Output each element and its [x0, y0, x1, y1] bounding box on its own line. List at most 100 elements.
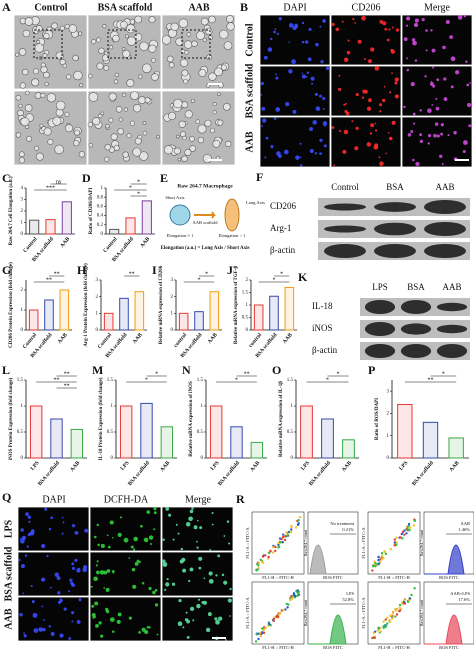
cell — [306, 71, 310, 74]
panel-label: I — [152, 263, 157, 277]
cell — [411, 38, 416, 42]
cell — [98, 621, 102, 625]
cell — [283, 149, 289, 155]
cell — [270, 37, 273, 41]
y-axis-label: CD206 Protein Expression (fold change) — [9, 262, 14, 348]
cell — [466, 102, 472, 108]
event — [380, 558, 384, 561]
cell — [466, 83, 470, 87]
event — [296, 523, 300, 526]
event — [259, 634, 263, 638]
bar — [29, 405, 43, 459]
cell — [131, 567, 136, 572]
cell — [430, 81, 433, 83]
cell — [27, 515, 32, 519]
cell — [205, 627, 211, 633]
cell — [140, 524, 143, 528]
cell — [93, 576, 98, 582]
significance: ** — [46, 277, 52, 283]
elongated-cell — [224, 198, 240, 232]
cell — [185, 522, 191, 527]
significance: * — [198, 277, 201, 283]
cell — [388, 28, 391, 31]
cell — [100, 111, 105, 116]
blot-label: IL-18 — [312, 301, 333, 311]
cell — [197, 598, 201, 601]
event — [398, 606, 401, 609]
column-header: Merge — [424, 2, 450, 13]
event — [390, 617, 394, 620]
cell — [165, 582, 170, 587]
x-tick-label: AAB — [59, 236, 71, 249]
cell — [165, 507, 170, 511]
cell — [146, 510, 151, 514]
event — [382, 626, 385, 630]
percent-label: 1.46% — [458, 527, 470, 532]
cell — [212, 101, 217, 107]
cell — [92, 117, 101, 126]
cell — [341, 20, 344, 23]
cell — [149, 542, 152, 545]
event — [406, 600, 410, 604]
cell — [35, 152, 44, 161]
y-tick-label: 0 — [21, 328, 24, 333]
cell — [366, 106, 372, 111]
event — [380, 551, 384, 555]
y-tick-label: 3 — [171, 278, 174, 283]
cell — [462, 150, 466, 153]
cell — [126, 24, 136, 34]
cell — [351, 120, 354, 123]
cell — [342, 149, 347, 154]
cell — [431, 48, 436, 53]
event — [406, 526, 409, 530]
cell — [180, 547, 184, 551]
cell — [122, 49, 131, 58]
x-tick-label: LPS — [300, 460, 311, 472]
cell — [74, 558, 78, 562]
y-axis-label: Ratio of CD206/DAPI — [89, 188, 94, 235]
cell — [196, 546, 199, 549]
bar — [269, 295, 279, 331]
cell — [126, 133, 132, 139]
cell — [168, 513, 172, 517]
cell — [413, 22, 419, 28]
y-tick-label: 2 — [21, 209, 24, 214]
significance: * — [442, 371, 445, 377]
zoom-box — [181, 29, 211, 59]
cell — [206, 54, 213, 61]
cell — [413, 122, 416, 125]
cell — [91, 604, 95, 608]
cell — [208, 72, 217, 81]
cell — [52, 116, 62, 126]
bar — [321, 418, 334, 459]
x-tick-label: AAB — [57, 332, 69, 345]
event — [376, 563, 379, 566]
band — [436, 302, 468, 312]
cell — [32, 612, 38, 618]
cell — [265, 136, 269, 140]
event — [281, 535, 285, 539]
cell — [443, 97, 448, 101]
cell — [468, 124, 472, 128]
lane-label: LPS — [372, 282, 388, 292]
cell — [92, 616, 95, 619]
cell — [226, 22, 235, 31]
bar — [28, 309, 39, 331]
cell — [394, 77, 399, 82]
cell — [51, 22, 58, 30]
cell — [168, 62, 175, 68]
cell — [78, 151, 86, 158]
cell — [77, 567, 81, 570]
panel-label: J — [227, 263, 233, 277]
cell — [172, 538, 175, 541]
cell — [98, 47, 105, 55]
cell — [370, 47, 375, 52]
cell — [325, 66, 330, 70]
cell — [143, 537, 149, 543]
event — [408, 597, 411, 600]
y-tick-label: 0 — [111, 456, 114, 461]
event — [296, 594, 299, 597]
cell — [24, 104, 33, 112]
cell — [221, 573, 225, 577]
bar — [70, 428, 84, 459]
